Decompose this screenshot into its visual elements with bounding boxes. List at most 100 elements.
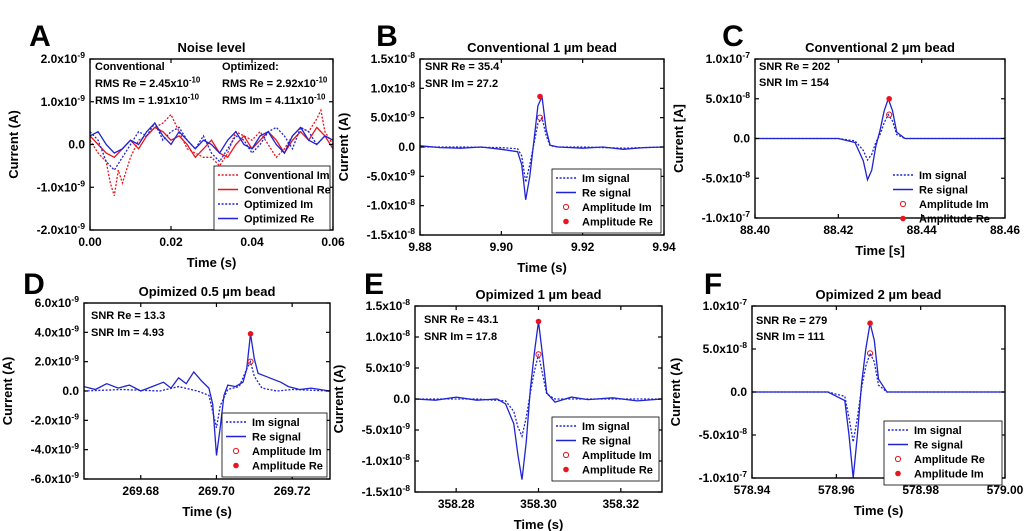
x-axis-label: Time (s) [854,503,904,518]
y-tick-label: 1.0x10-7 [703,297,748,313]
panel-b: B Conventional 1 µm bead 9.88 9.90 9.92 9.94 -… [336,20,676,275]
series-line [415,321,662,480]
series-line [755,96,1005,182]
legend-label: Optimized Im [244,199,313,211]
annotation-text: SNR Im = 27.2 [425,78,498,90]
legend-label: Im signal [582,173,630,185]
x-tick-label: 88.40 [740,223,770,237]
y-tick-label: 5.0x10-8 [703,340,748,356]
y-tick-label: -5.0x10-8 [702,169,751,185]
legend-label: Amplitude Re [914,454,985,466]
x-tick-label: 0.00 [78,235,102,249]
annotation-text: Conventional [95,61,165,73]
y-tick-label: 1.0x10-7 [706,50,751,66]
y-axis-label: Current (A) [336,113,351,182]
x-tick-label: 578.96 [818,483,855,497]
legend-swatch [562,451,570,459]
y-tick-label: 5.0x10-8 [706,90,751,106]
legend-swatch [232,447,240,455]
chart-title: Opimized 0.5 µm bead [139,284,276,299]
panel-d: D Opimized 0.5 µm bead 269.68 269.70 269.72 -… [0,268,331,519]
x-axis-label: Time (s) [517,260,567,275]
y-tick-label: 1.5x10-8 [366,297,411,313]
x-tick-label: 358.32 [602,497,639,511]
y-tick-label: 1.0x10-8 [371,80,416,96]
legend-label: Im signal [914,425,962,437]
legend-label: Re signal [582,188,631,200]
annotation-text: SNR Re = 35.4 [425,61,500,73]
y-tick-label: 1.0x10-9 [41,93,86,109]
series-line [420,94,664,200]
panel-letter: C [722,20,744,53]
x-axis-label: Time (s) [187,255,237,270]
legend-swatch [895,470,901,477]
panel-f: F Opimized 2 µm bead 578.94 578.96 578.98 579… [668,268,1024,518]
y-axis-label: Current (A) [6,110,21,179]
legend-swatch [563,218,569,225]
y-tick-label: -1.5x10-8 [367,226,416,242]
x-tick-label: 88.42 [823,223,853,237]
annotation-text: RMS Re = 2.92x10-10 [222,76,328,90]
legend-label: Re signal [914,440,963,452]
annotation-text: SNR Im = 154 [759,77,830,89]
legend-label: Optimized Re [244,214,314,226]
annotation-text: SNR Re = 43.1 [424,314,498,326]
x-tick-label: 358.28 [438,497,475,511]
series-line [90,122,333,155]
y-tick-label: -5.0x10-9 [367,168,416,184]
x-tick-label: 88.46 [990,223,1020,237]
legend-label: Re signal [582,436,631,448]
y-tick-label: 0.0 [62,384,79,398]
chart-title: Noise level [178,40,246,55]
y-tick-label: -5.0x10-8 [699,426,748,442]
legend-swatch [894,455,902,463]
legend-label: Amplitude Im [914,469,984,481]
y-axis-label: Current [A] [671,104,686,173]
amplitude-marker [536,114,544,121]
annotation-text: SNR Re = 13.3 [91,310,165,322]
panel-letter: F [704,268,722,301]
legend-label: Im signal [582,421,630,433]
y-axis-label: Current (A) [668,358,683,427]
x-tick-label: 269.70 [198,484,235,498]
y-tick-label: -1.0x10-7 [699,469,748,485]
x-tick-label: 269.72 [274,484,311,498]
legend-box [551,168,662,234]
annotation-text: SNR Im = 111 [756,331,825,343]
y-tick-label: 0.0 [733,132,750,146]
legend-label: Conventional Re [244,185,331,197]
x-tick-label: 578.94 [734,483,771,497]
y-tick-label: 5.0x10-9 [371,109,416,125]
panel-e: E Opimized 1 µm bead 358.28 358.30 358.32 -1.… [331,268,663,531]
annotation-text: SNR Im = 4.93 [91,327,164,339]
amplitude-marker [886,95,892,102]
y-tick-label: 5.0x10-9 [366,359,411,375]
x-tick-label: 358.30 [520,497,557,511]
legend-box [221,412,328,478]
series-line [755,113,1005,162]
legend-label: Amplitude Im [582,450,652,462]
legend-label: Re signal [919,185,968,197]
legend-swatch [900,215,906,222]
legend-swatch [562,203,570,211]
y-tick-label: -1.0x10-8 [362,452,411,468]
y-axis-label: Current (A) [331,365,346,434]
amplitude-marker [886,111,893,118]
series-line [84,333,330,456]
legend-label: Amplitude Re [252,461,323,473]
chart-title: Conventional 2 µm bead [805,40,955,55]
y-axis-label: Current (A) [0,357,15,426]
y-tick-label: 2.0x10-9 [41,50,86,66]
panel-letter: A [29,20,51,53]
y-tick-label: 4.0x10-9 [35,324,80,340]
annotation-text: SNR Re = 279 [756,315,827,327]
panel-letter: D [23,268,45,301]
legend-swatch [899,200,907,208]
annotation-text: RMS Re = 2.45x10-10 [95,76,201,90]
amplitude-marker [535,318,542,325]
annotation-text: SNR Re = 202 [759,61,830,73]
panel-c: C Conventional 2 µm bead 88.40 88.42 88.44 88… [671,20,1020,258]
y-tick-label: -2.0x10-9 [37,221,86,237]
legend-box [213,165,331,231]
x-tick-label: 0.02 [159,235,183,249]
